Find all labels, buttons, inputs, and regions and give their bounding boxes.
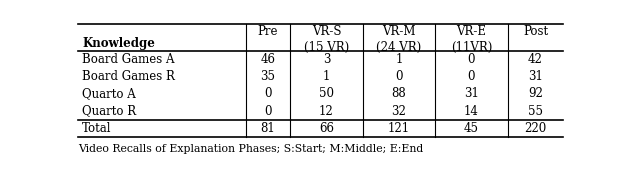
Text: 1: 1 xyxy=(323,70,330,83)
Text: Quarto A: Quarto A xyxy=(82,87,136,100)
Text: 0: 0 xyxy=(468,70,475,83)
Text: 12: 12 xyxy=(319,105,334,118)
Text: 81: 81 xyxy=(260,122,275,135)
Text: 35: 35 xyxy=(260,70,275,83)
Text: 0: 0 xyxy=(264,87,272,100)
Text: Board Games A: Board Games A xyxy=(82,53,175,66)
Text: 50: 50 xyxy=(319,87,334,100)
Text: 0: 0 xyxy=(264,105,272,118)
Text: 0: 0 xyxy=(395,70,403,83)
Text: 1: 1 xyxy=(395,53,403,66)
Text: 0: 0 xyxy=(468,53,475,66)
Text: 55: 55 xyxy=(528,105,543,118)
Text: 42: 42 xyxy=(528,53,543,66)
Text: 45: 45 xyxy=(464,122,479,135)
Text: 46: 46 xyxy=(260,53,275,66)
Text: 121: 121 xyxy=(388,122,410,135)
Text: Pre: Pre xyxy=(257,25,278,39)
Text: Quarto R: Quarto R xyxy=(82,105,136,118)
Text: 32: 32 xyxy=(391,105,406,118)
Text: Board Games R: Board Games R xyxy=(82,70,175,83)
Text: 88: 88 xyxy=(391,87,406,100)
Text: 31: 31 xyxy=(464,87,479,100)
Text: VR-S
(15 VR): VR-S (15 VR) xyxy=(304,25,349,54)
Text: VR-M
(24 VR): VR-M (24 VR) xyxy=(376,25,421,54)
Text: VR-E
(11VR): VR-E (11VR) xyxy=(451,25,492,54)
Text: Knowledge: Knowledge xyxy=(82,37,155,50)
Text: 220: 220 xyxy=(525,122,546,135)
Text: 3: 3 xyxy=(322,53,330,66)
Text: 14: 14 xyxy=(464,105,479,118)
Text: Post: Post xyxy=(523,25,548,39)
Text: 31: 31 xyxy=(528,70,543,83)
Text: Total: Total xyxy=(82,122,111,135)
Text: 66: 66 xyxy=(319,122,334,135)
Text: Video Recalls of Explanation Phases; S:Start; M:Middle; E:End: Video Recalls of Explanation Phases; S:S… xyxy=(78,144,424,154)
Text: 92: 92 xyxy=(528,87,543,100)
